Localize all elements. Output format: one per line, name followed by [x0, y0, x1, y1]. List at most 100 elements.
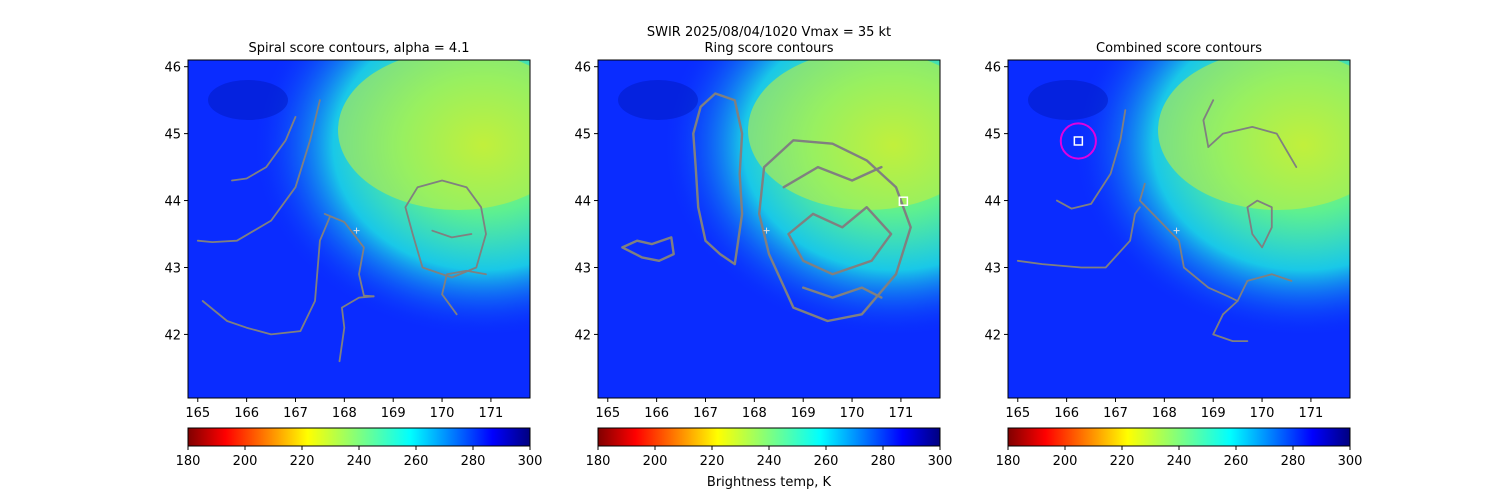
spiral-center-marker	[353, 227, 360, 234]
ring-xtick-label: 168	[742, 406, 767, 421]
combined-colorbar-tick-label: 300	[1338, 454, 1363, 469]
combined-axes-frame	[1007, 59, 1351, 399]
ring-ytick-label: 42	[574, 328, 591, 343]
combined-contour	[1236, 273, 1293, 302]
combined-xtick-label: 166	[1054, 406, 1079, 421]
combined-ytick-label: 44	[984, 195, 1001, 210]
spiral-xtick-label: 168	[332, 406, 357, 421]
spiral-colorbar-tick-label: 220	[290, 454, 315, 469]
spiral-ytick-label: 46	[164, 61, 181, 76]
spiral-contour	[231, 116, 297, 182]
spiral-contour	[338, 295, 375, 363]
ring-colorbar-tick-label: 240	[757, 454, 782, 469]
spiral-contour	[404, 179, 487, 279]
combined-contour	[1139, 182, 1239, 302]
spiral-xtick-label: 170	[430, 406, 455, 421]
ring-colorbar	[597, 427, 941, 447]
spiral-xtick-label: 167	[283, 406, 308, 421]
combined-title: Combined score contours	[1096, 41, 1262, 56]
spiral-ytick-label: 45	[164, 128, 181, 143]
spiral-colorbar	[187, 427, 531, 447]
spiral-xtick-label: 171	[479, 406, 504, 421]
ring-colorbar-tick-label: 260	[814, 454, 839, 469]
ring-axes-frame	[597, 59, 941, 399]
combined-colorbar-tick-label: 260	[1224, 454, 1249, 469]
combined-center-marker	[1173, 227, 1180, 234]
combined-contour	[1207, 126, 1298, 168]
spiral-ytick-label: 44	[164, 195, 181, 210]
combined-colorbar-tick-label: 240	[1167, 454, 1192, 469]
spiral-colorbar-tick-label: 200	[233, 454, 258, 469]
ring-contour	[621, 236, 675, 262]
spiral-contour	[323, 213, 375, 298]
ring-colorbar-tick-label: 180	[586, 454, 611, 469]
ring-colorbar-tick-label: 200	[643, 454, 668, 469]
spiral-xtick-label: 169	[381, 406, 406, 421]
ring-contour	[692, 92, 744, 266]
ring-xtick-label: 166	[644, 406, 669, 421]
ring-colorbar-tick-label: 220	[700, 454, 725, 469]
ring-contour	[758, 139, 912, 323]
panel-combined: Combined score contours 165 166 167 168 169 17…	[984, 41, 1363, 469]
combined-contour	[1246, 199, 1273, 249]
spiral-title: Spiral score contours, alpha = 4.1	[248, 41, 469, 56]
spiral-cloud-core	[338, 60, 530, 210]
colorbar-label: Brightness temp, K	[707, 475, 832, 490]
spiral-colorbar-tick-label: 180	[176, 454, 201, 469]
ring-xtick-label: 169	[791, 406, 816, 421]
combined-xtick-label: 170	[1250, 406, 1275, 421]
ring-cloud-core	[748, 60, 940, 210]
combined-xtick-label: 165	[1005, 406, 1030, 421]
ring-ytick-label: 43	[574, 261, 591, 276]
suptitle: SWIR 2025/08/04/1020 Vmax = 35 kt	[647, 25, 891, 40]
ring-xtick-label: 170	[840, 406, 865, 421]
panel-ring: Ring score contours 165 166 167 168 169 170 171…	[574, 41, 953, 469]
combined-ytick-label: 43	[984, 261, 1001, 276]
spiral-colorbar-tick-label: 300	[518, 454, 543, 469]
combined-contour	[1016, 206, 1141, 269]
ring-title: Ring score contours	[704, 41, 833, 56]
ring-colorbar-tick-label: 280	[871, 454, 896, 469]
combined-search-circle	[1059, 122, 1097, 160]
spiral-colorbar-tick-label: 260	[404, 454, 429, 469]
combined-contour	[1056, 109, 1127, 210]
combined-contour	[1202, 99, 1215, 148]
spiral-contour	[196, 99, 321, 243]
combined-contour	[1212, 300, 1249, 342]
ring-cold-patch	[618, 80, 698, 120]
spiral-colorbar-tick-label: 240	[347, 454, 372, 469]
spiral-contour	[431, 229, 473, 239]
spiral-cold-patch	[208, 80, 288, 120]
combined-colorbar-tick-label: 200	[1053, 454, 1078, 469]
combined-xtick-label: 171	[1299, 406, 1324, 421]
spiral-contour	[441, 269, 487, 316]
ring-center-square-marker	[898, 196, 909, 206]
spiral-image	[188, 60, 530, 398]
ring-image	[598, 60, 940, 398]
ring-contour	[787, 206, 893, 276]
panel-spiral: Spiral score contours, alpha = 4.1 165 166…	[164, 41, 543, 469]
combined-colorbar-tick-label: 280	[1281, 454, 1306, 469]
spiral-axes-frame	[187, 59, 531, 399]
combined-image	[1008, 60, 1350, 398]
spiral-xtick-label: 166	[234, 406, 259, 421]
ring-ytick-label: 45	[574, 128, 591, 143]
combined-center-square-marker	[1073, 136, 1084, 146]
combined-cold-patch	[1028, 80, 1108, 120]
combined-ytick-label: 42	[984, 328, 1001, 343]
combined-cloud-core	[1158, 60, 1350, 210]
combined-colorbar-tick-label: 180	[996, 454, 1021, 469]
ring-ytick-label: 46	[574, 61, 591, 76]
combined-xtick-label: 169	[1201, 406, 1226, 421]
spiral-ytick-label: 42	[164, 328, 181, 343]
ring-contour	[782, 165, 883, 189]
spiral-colorbar-tick-label: 280	[461, 454, 486, 469]
ring-xtick-label: 171	[889, 406, 914, 421]
combined-colorbar-tick-label: 220	[1110, 454, 1135, 469]
combined-colorbar	[1007, 427, 1351, 447]
ring-contour	[802, 286, 883, 299]
combined-ytick-label: 46	[984, 61, 1001, 76]
combined-ytick-label: 45	[984, 128, 1001, 143]
ring-colorbar-tick-label: 300	[928, 454, 953, 469]
